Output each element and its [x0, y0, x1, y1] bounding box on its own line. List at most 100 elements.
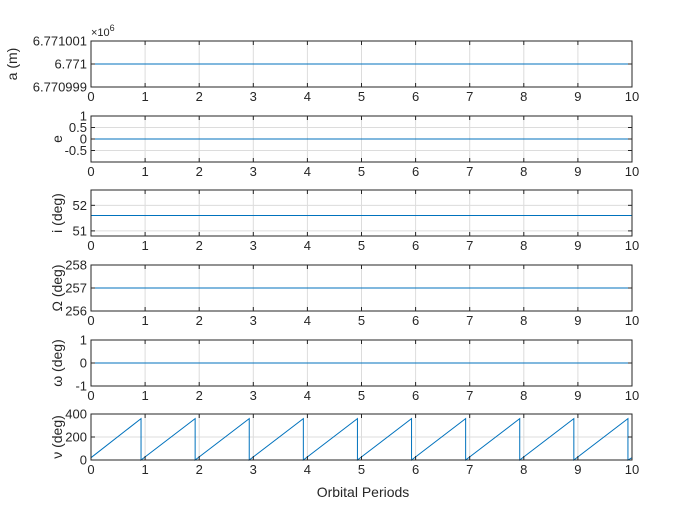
x-tick-label: 3: [250, 462, 257, 477]
x-tick-label: 10: [625, 238, 639, 253]
x-tick-label: 9: [574, 313, 581, 328]
y-tick-label: 6.771001: [33, 34, 87, 49]
y-tick-label: 51: [73, 223, 87, 238]
x-tick-label: 6: [412, 313, 419, 328]
x-tick-label: 0: [87, 388, 94, 403]
x-tick-label: 8: [520, 164, 527, 179]
x-tick-label: 2: [196, 164, 203, 179]
x-tick-label: 0: [87, 462, 94, 477]
x-tick-label: 2: [196, 462, 203, 477]
y-tick-label: 52: [73, 198, 87, 213]
y-tick-label: 0: [80, 356, 87, 371]
x-tick-label: 9: [574, 238, 581, 253]
x-tick-label: 5: [358, 462, 365, 477]
x-tick-label: 10: [625, 462, 639, 477]
x-tick-label: 0: [87, 89, 94, 104]
x-tick-label: 6: [412, 462, 419, 477]
x-tick-label: 6: [412, 238, 419, 253]
x-tick-label: 10: [625, 388, 639, 403]
x-tick-label: 5: [358, 164, 365, 179]
x-tick-label: 1: [141, 462, 148, 477]
x-tick-label: 1: [141, 313, 148, 328]
x-tick-label: 6: [412, 388, 419, 403]
x-tick-label: 3: [250, 388, 257, 403]
x-tick-label: 4: [304, 89, 311, 104]
x-tick-label: 0: [87, 313, 94, 328]
subplot-1: 0 1 2 3 4 5 6 7 8 9 10 6.770999 6.771 6.771001 a (m) ×1…: [4, 23, 639, 104]
x-tick-label: 0: [87, 164, 94, 179]
x-tick-label: 8: [520, 238, 527, 253]
x-tick-label: 5: [358, 89, 365, 104]
y-axis-label: ν (deg): [49, 415, 65, 459]
x-tick-label: 1: [141, 89, 148, 104]
x-tick-label: 5: [358, 388, 365, 403]
x-tick-label: 9: [574, 462, 581, 477]
y-tick-label: 6.770999: [33, 80, 87, 95]
x-tick-label: 4: [304, 388, 311, 403]
x-tick-label: 3: [250, 164, 257, 179]
y-axis-label: a (m): [4, 48, 20, 81]
x-tick-label: 5: [358, 238, 365, 253]
subplot-2: 0 1 2 3 4 5 6 7 8 9 10-0.500.51e: [49, 109, 639, 180]
y-tick-label: 400: [65, 407, 87, 422]
y-tick-label: 256: [65, 304, 87, 319]
y-axis-label: i (deg): [49, 193, 65, 233]
x-tick-label: 8: [520, 313, 527, 328]
y-tick-label: -1: [75, 379, 87, 394]
x-tick-label: 7: [466, 313, 473, 328]
x-tick-label: 2: [196, 89, 203, 104]
y-axis-label: ω (deg): [49, 339, 65, 387]
y-axis-label: Ω (deg): [49, 264, 65, 311]
x-tick-label: 7: [466, 238, 473, 253]
x-axis-label: Orbital Periods: [317, 484, 410, 500]
y-tick-label: -0.5: [65, 143, 87, 158]
x-tick-label: 4: [304, 238, 311, 253]
y-axis-label: e: [49, 135, 65, 143]
y-tick-label: 258: [65, 258, 87, 273]
x-tick-label: 7: [466, 89, 473, 104]
y-tick-label: 257: [65, 281, 87, 296]
x-tick-label: 5: [358, 313, 365, 328]
y-tick-label: 200: [65, 430, 87, 445]
x-tick-label: 1: [141, 238, 148, 253]
x-tick-label: 0: [87, 238, 94, 253]
x-tick-label: 8: [520, 462, 527, 477]
y-tick-label: 1: [80, 333, 87, 348]
y-tick-label: 0: [80, 132, 87, 147]
y-tick-label: 6.771: [54, 57, 87, 72]
y-tick-label: 1: [80, 109, 87, 124]
x-tick-label: 7: [466, 164, 473, 179]
series-line: [90, 417, 633, 462]
x-tick-label: 3: [250, 89, 257, 104]
x-tick-label: 10: [625, 313, 639, 328]
x-tick-label: 3: [250, 238, 257, 253]
x-tick-label: 7: [466, 462, 473, 477]
x-tick-label: 2: [196, 313, 203, 328]
x-tick-label: 10: [625, 164, 639, 179]
x-tick-label: 1: [141, 164, 148, 179]
x-tick-label: 3: [250, 313, 257, 328]
x-tick-label: 9: [574, 89, 581, 104]
x-tick-label: 4: [304, 462, 311, 477]
x-tick-label: 6: [412, 89, 419, 104]
y-tick-label: 0: [80, 453, 87, 468]
x-tick-label: 1: [141, 388, 148, 403]
x-tick-label: 4: [304, 164, 311, 179]
x-tick-label: 2: [196, 388, 203, 403]
x-tick-label: 6: [412, 164, 419, 179]
subplot-3: 0 1 2 3 4 5 6 7 8 9 10 51 52 i (deg): [49, 189, 639, 253]
x-tick-label: 10: [625, 89, 639, 104]
y-tick-label: 0.5: [69, 120, 87, 135]
x-tick-label: 9: [574, 388, 581, 403]
x-tick-label: 8: [520, 89, 527, 104]
x-tick-label: 2: [196, 238, 203, 253]
x-tick-label: 9: [574, 164, 581, 179]
x-tick-label: 8: [520, 388, 527, 403]
exponent-multiplier: ×106: [91, 23, 115, 39]
x-tick-label: 4: [304, 313, 311, 328]
